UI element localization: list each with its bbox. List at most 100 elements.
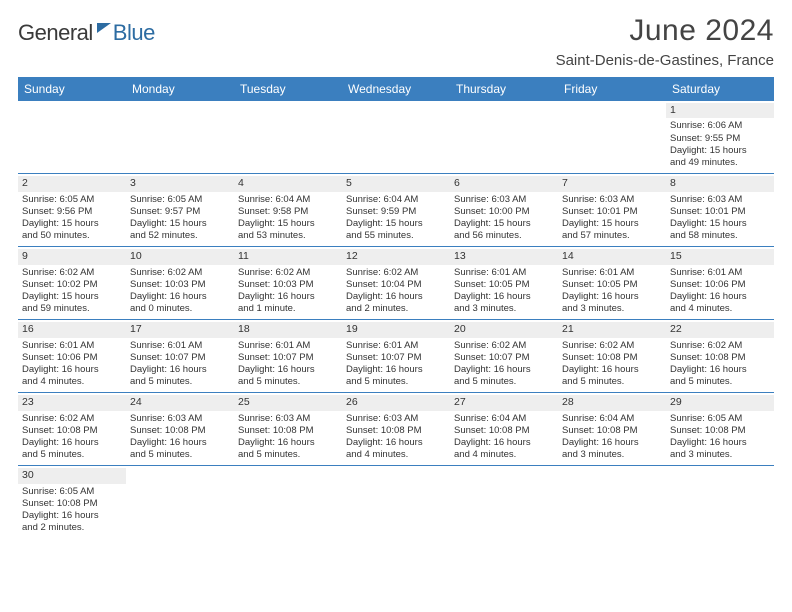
calendar-day: 12Sunrise: 6:02 AMSunset: 10:04 PMDaylig… (342, 247, 450, 319)
daylight-text: and 3 minutes. (670, 449, 770, 461)
calendar-day: 23Sunrise: 6:02 AMSunset: 10:08 PMDaylig… (18, 393, 126, 465)
daylight-text: Daylight: 15 hours (670, 145, 770, 157)
logo-text-general: General (18, 20, 93, 46)
sunrise-text: Sunrise: 6:01 AM (22, 340, 122, 352)
daylight-text: Daylight: 16 hours (670, 364, 770, 376)
sunset-text: Sunset: 10:08 PM (346, 425, 446, 437)
calendar-week: 1Sunrise: 6:06 AMSunset: 9:55 PMDaylight… (18, 101, 774, 174)
daylight-text: and 53 minutes. (238, 230, 338, 242)
daylight-text: Daylight: 15 hours (130, 218, 230, 230)
sunrise-text: Sunrise: 6:01 AM (346, 340, 446, 352)
sunrise-text: Sunrise: 6:06 AM (670, 120, 770, 132)
daylight-text: and 49 minutes. (670, 157, 770, 169)
day-number: 30 (18, 468, 126, 483)
daylight-text: and 3 minutes. (562, 449, 662, 461)
calendar-day: 19Sunrise: 6:01 AMSunset: 10:07 PMDaylig… (342, 320, 450, 392)
calendar-day: 24Sunrise: 6:03 AMSunset: 10:08 PMDaylig… (126, 393, 234, 465)
sunset-text: Sunset: 10:08 PM (670, 352, 770, 364)
calendar-day: 11Sunrise: 6:02 AMSunset: 10:03 PMDaylig… (234, 247, 342, 319)
daylight-text: and 56 minutes. (454, 230, 554, 242)
daylight-text: and 2 minutes. (22, 522, 122, 534)
day-number: 4 (234, 176, 342, 191)
day-number: 17 (126, 322, 234, 337)
daylight-text: Daylight: 16 hours (22, 510, 122, 522)
sunrise-text: Sunrise: 6:04 AM (346, 194, 446, 206)
calendar-day (558, 101, 666, 173)
sunrise-text: Sunrise: 6:03 AM (562, 194, 662, 206)
sunset-text: Sunset: 10:04 PM (346, 279, 446, 291)
daylight-text: Daylight: 16 hours (670, 291, 770, 303)
calendar-day: 13Sunrise: 6:01 AMSunset: 10:05 PMDaylig… (450, 247, 558, 319)
weekday-header: Sunday Monday Tuesday Wednesday Thursday… (18, 77, 774, 101)
daylight-text: and 2 minutes. (346, 303, 446, 315)
sunrise-text: Sunrise: 6:04 AM (454, 413, 554, 425)
calendar-day: 16Sunrise: 6:01 AMSunset: 10:06 PMDaylig… (18, 320, 126, 392)
sunset-text: Sunset: 9:59 PM (346, 206, 446, 218)
sunrise-text: Sunrise: 6:02 AM (346, 267, 446, 279)
calendar-day: 8Sunrise: 6:03 AMSunset: 10:01 PMDayligh… (666, 174, 774, 246)
calendar-day: 7Sunrise: 6:03 AMSunset: 10:01 PMDayligh… (558, 174, 666, 246)
daylight-text: and 3 minutes. (454, 303, 554, 315)
daylight-text: and 5 minutes. (130, 376, 230, 388)
daylight-text: and 50 minutes. (22, 230, 122, 242)
weekday-label: Monday (126, 77, 234, 101)
calendar-day (234, 101, 342, 173)
calendar-week: 16Sunrise: 6:01 AMSunset: 10:06 PMDaylig… (18, 320, 774, 393)
daylight-text: Daylight: 16 hours (238, 364, 338, 376)
daylight-text: Daylight: 16 hours (130, 364, 230, 376)
daylight-text: and 55 minutes. (346, 230, 446, 242)
weekday-label: Thursday (450, 77, 558, 101)
daylight-text: Daylight: 16 hours (454, 437, 554, 449)
sunset-text: Sunset: 10:03 PM (130, 279, 230, 291)
sunrise-text: Sunrise: 6:05 AM (22, 194, 122, 206)
sunrise-text: Sunrise: 6:01 AM (454, 267, 554, 279)
daylight-text: Daylight: 15 hours (562, 218, 662, 230)
calendar-day (18, 101, 126, 173)
daylight-text: and 5 minutes. (670, 376, 770, 388)
sunset-text: Sunset: 9:58 PM (238, 206, 338, 218)
day-number: 13 (450, 249, 558, 264)
sunrise-text: Sunrise: 6:04 AM (562, 413, 662, 425)
calendar-day: 3Sunrise: 6:05 AMSunset: 9:57 PMDaylight… (126, 174, 234, 246)
day-number: 1 (666, 103, 774, 118)
calendar-week: 9Sunrise: 6:02 AMSunset: 10:02 PMDayligh… (18, 247, 774, 320)
day-number: 18 (234, 322, 342, 337)
daylight-text: and 4 minutes. (346, 449, 446, 461)
calendar-week: 2Sunrise: 6:05 AMSunset: 9:56 PMDaylight… (18, 174, 774, 247)
weekday-label: Wednesday (342, 77, 450, 101)
weekday-label: Friday (558, 77, 666, 101)
daylight-text: and 5 minutes. (346, 376, 446, 388)
sunset-text: Sunset: 10:06 PM (670, 279, 770, 291)
day-number: 6 (450, 176, 558, 191)
calendar-weeks: 1Sunrise: 6:06 AMSunset: 9:55 PMDaylight… (18, 101, 774, 538)
daylight-text: Daylight: 15 hours (238, 218, 338, 230)
sunrise-text: Sunrise: 6:02 AM (238, 267, 338, 279)
calendar-day: 14Sunrise: 6:01 AMSunset: 10:05 PMDaylig… (558, 247, 666, 319)
day-number: 19 (342, 322, 450, 337)
day-number: 22 (666, 322, 774, 337)
calendar-day (450, 101, 558, 173)
sunset-text: Sunset: 10:08 PM (238, 425, 338, 437)
daylight-text: Daylight: 16 hours (130, 291, 230, 303)
sunrise-text: Sunrise: 6:03 AM (130, 413, 230, 425)
sunset-text: Sunset: 10:01 PM (562, 206, 662, 218)
sunset-text: Sunset: 10:08 PM (562, 425, 662, 437)
calendar-day: 22Sunrise: 6:02 AMSunset: 10:08 PMDaylig… (666, 320, 774, 392)
sunset-text: Sunset: 10:08 PM (22, 498, 122, 510)
daylight-text: and 5 minutes. (454, 376, 554, 388)
calendar-day (558, 466, 666, 538)
daylight-text: and 5 minutes. (238, 376, 338, 388)
daylight-text: Daylight: 16 hours (238, 291, 338, 303)
day-number: 15 (666, 249, 774, 264)
calendar-day (126, 101, 234, 173)
day-number: 12 (342, 249, 450, 264)
daylight-text: Daylight: 16 hours (238, 437, 338, 449)
sunset-text: Sunset: 10:07 PM (346, 352, 446, 364)
calendar-day: 28Sunrise: 6:04 AMSunset: 10:08 PMDaylig… (558, 393, 666, 465)
daylight-text: and 5 minutes. (562, 376, 662, 388)
sunset-text: Sunset: 10:08 PM (130, 425, 230, 437)
day-number: 2 (18, 176, 126, 191)
daylight-text: and 58 minutes. (670, 230, 770, 242)
day-number: 8 (666, 176, 774, 191)
daylight-text: and 52 minutes. (130, 230, 230, 242)
